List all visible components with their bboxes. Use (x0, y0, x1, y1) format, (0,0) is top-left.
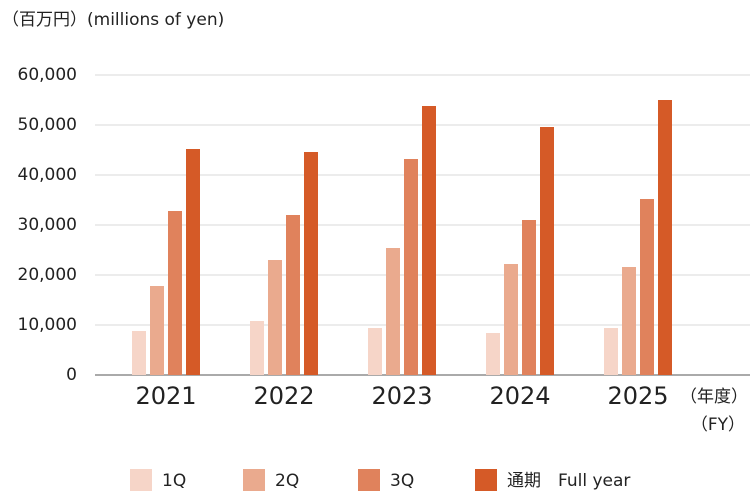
bar (404, 159, 418, 375)
x-axis-label: （年度） (680, 387, 748, 407)
x-tick-label: 2022 (253, 382, 314, 410)
bar (540, 127, 554, 375)
bar (522, 220, 536, 375)
bar (132, 331, 146, 375)
legend-label: 3Q (390, 471, 414, 491)
x-tick-label: 2021 (135, 382, 196, 410)
x-tick-label: 2024 (489, 382, 550, 410)
bar (658, 100, 672, 375)
bar (186, 149, 200, 375)
bar (286, 215, 300, 375)
bar (422, 106, 436, 375)
y-tick-label: 30,000 (18, 215, 77, 235)
x-tick-label: 2023 (371, 382, 432, 410)
legend-swatch (243, 469, 265, 491)
bar (150, 286, 164, 375)
x-tick-label: 2025 (607, 382, 668, 410)
y-tick-label: 50,000 (18, 115, 77, 135)
legend-swatch (475, 469, 497, 491)
x-axis-label: （FY） (691, 415, 745, 435)
bar (622, 267, 636, 375)
bar (368, 328, 382, 375)
y-tick-label: 40,000 (18, 165, 77, 185)
y-tick-label: 10,000 (18, 315, 77, 335)
bar (486, 333, 500, 375)
y-tick-label: 60,000 (18, 65, 77, 85)
legend-label: 2Q (275, 471, 299, 491)
legend-label: 通期 Full year (507, 471, 630, 491)
bar (304, 152, 318, 375)
y-axis-label: （百万円）(millions of yen) (2, 10, 224, 30)
y-tick-label: 0 (66, 365, 77, 385)
legend-swatch (358, 469, 380, 491)
bar (640, 199, 654, 375)
bar (250, 321, 264, 375)
y-tick-label: 20,000 (18, 265, 77, 285)
bar (504, 264, 518, 375)
bar (268, 260, 282, 375)
bar (604, 328, 618, 375)
bar (168, 211, 182, 375)
bar (386, 248, 400, 375)
legend-swatch (130, 469, 152, 491)
legend-label: 1Q (162, 471, 186, 491)
